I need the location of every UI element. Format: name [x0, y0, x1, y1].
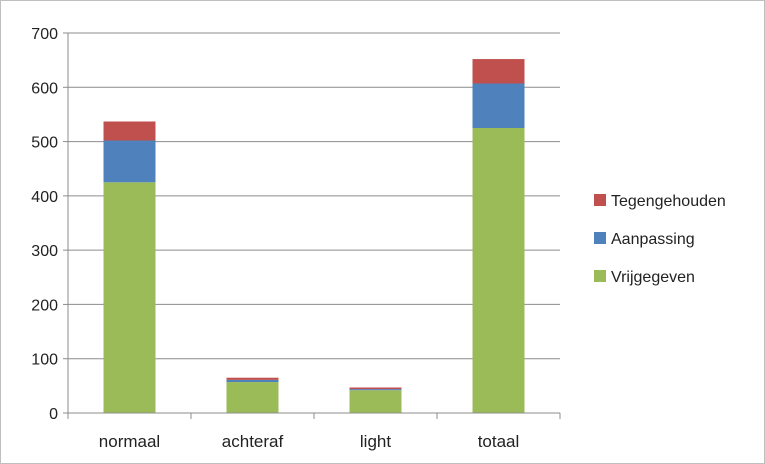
bar-tegengehouden-light — [349, 387, 402, 390]
y-tick-label: 100 — [31, 352, 58, 369]
bar-aanpassing-light — [349, 389, 402, 391]
bar-tegengehouden-totaal — [472, 59, 525, 84]
x-category-label: totaal — [478, 432, 520, 451]
x-category-label: achteraf — [222, 432, 284, 451]
y-tick-label: 200 — [31, 297, 58, 314]
legend: Tegengehouden Aanpassing Vrijgegeven — [594, 193, 726, 286]
bar-vrijgegeven-normaal — [103, 182, 156, 413]
y-tick-label: 600 — [31, 80, 58, 97]
x-category-label: light — [360, 432, 391, 451]
bar-vrijgegeven-totaal — [472, 128, 525, 413]
y-tick-label: 400 — [31, 189, 58, 206]
y-axis-ticks: 0 100 200 300 400 500 600 700 — [31, 26, 68, 423]
y-tick-label: 500 — [31, 135, 58, 152]
y-tick-label: 0 — [49, 406, 58, 423]
legend-swatch — [594, 194, 606, 206]
bar-aanpassing-achteraf — [226, 379, 279, 383]
x-axis-labels: normaal achteraf light totaal — [99, 432, 520, 451]
legend-label: Tegengehouden — [611, 193, 726, 210]
bar-tegengehouden-normaal — [103, 121, 156, 141]
legend-swatch — [594, 232, 606, 244]
bar-tegengehouden-achteraf — [226, 377, 279, 380]
axes — [67, 33, 561, 419]
bar-aanpassing-totaal — [472, 83, 525, 128]
y-tick-label: 700 — [31, 26, 58, 43]
legend-label: Aanpassing — [611, 231, 695, 248]
bar-vrijgegeven-light — [349, 390, 402, 413]
bar-vrijgegeven-achteraf — [226, 382, 279, 413]
bars — [103, 59, 525, 413]
bar-aanpassing-normaal — [103, 140, 156, 183]
legend-swatch — [594, 270, 606, 282]
y-tick-label: 300 — [31, 243, 58, 260]
x-category-label: normaal — [99, 432, 160, 451]
legend-label: Vrijgegeven — [611, 269, 695, 286]
